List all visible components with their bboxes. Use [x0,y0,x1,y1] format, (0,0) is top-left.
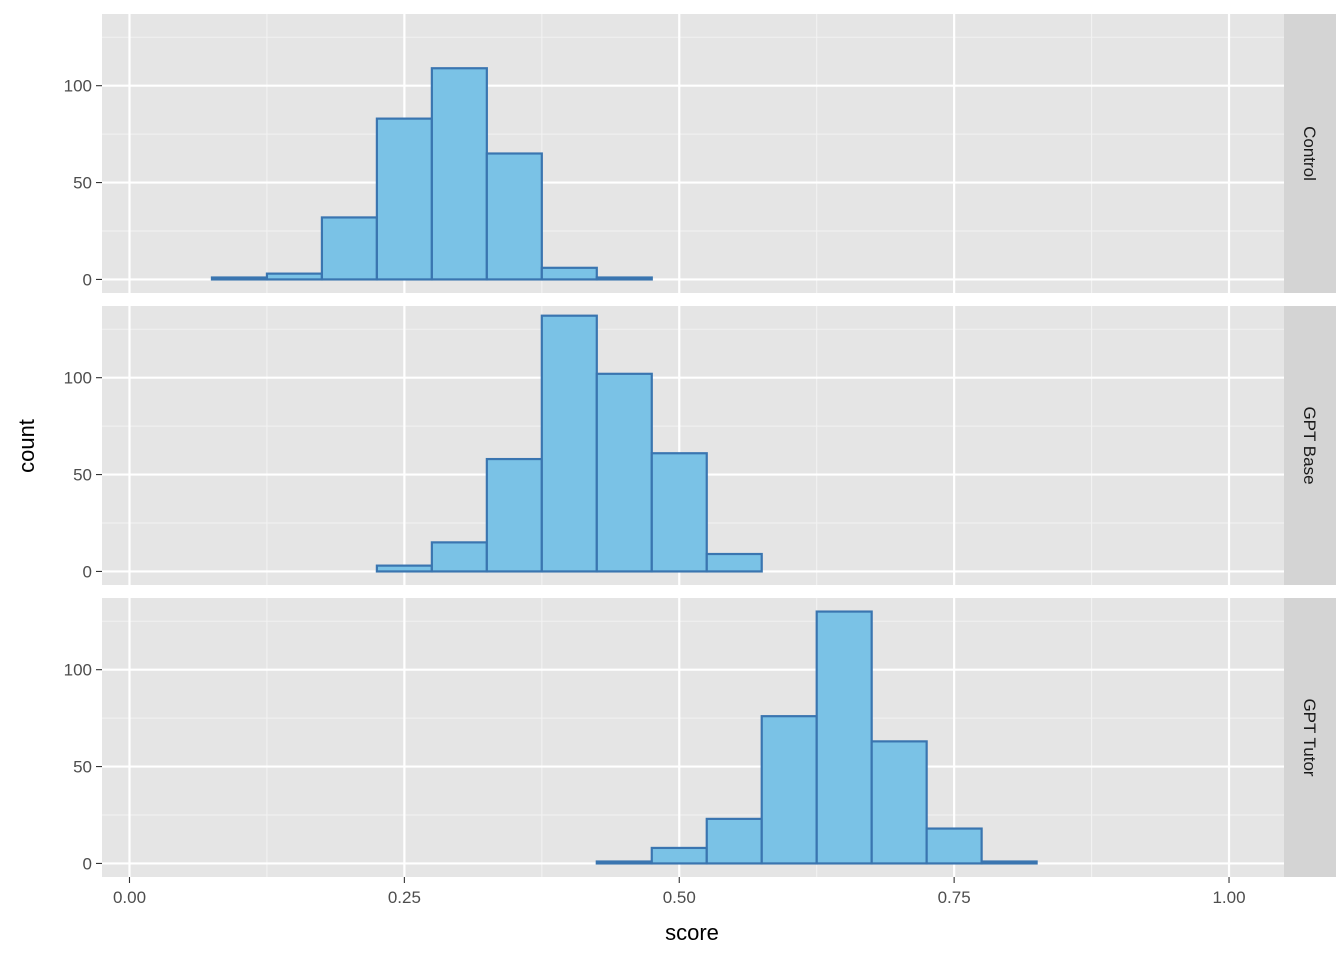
facet-strip-label: GPT Tutor [1300,698,1319,776]
y-tick-label: 0 [83,270,92,289]
y-tick-label: 100 [64,661,92,680]
histogram-bar [540,266,598,281]
x-axis: 0.00 0.25 0.50 0.75 1.00 [113,877,1246,907]
histogram-bar [265,272,324,281]
histogram-bar [375,117,433,281]
histogram-bar [705,817,763,865]
panel-background [102,598,1284,877]
histogram-bar [485,152,543,281]
facet-strip-label: GPT Base [1300,406,1319,484]
histogram-bar [485,457,543,573]
y-tick-label: 100 [64,77,92,96]
y-tick-label: 50 [73,758,92,777]
histogram-bar [320,216,378,281]
x-tick-label: 0.25 [388,888,421,907]
x-tick-label: 1.00 [1212,888,1245,907]
histogram-bar [650,846,708,865]
facet-strip [1284,306,1336,585]
x-tick-label: 0.50 [663,888,696,907]
facet-strip [1284,598,1336,877]
histogram-bar [595,860,653,865]
y-tick-label: 50 [73,466,92,485]
histogram-bar [430,67,488,281]
histogram-bar [980,860,1038,865]
panel-background [102,14,1284,293]
histogram-bar [595,372,653,573]
y-tick-label: 100 [64,369,92,388]
histogram-bar [705,552,763,573]
histogram-bar [375,564,433,573]
facet-strip-label: Control [1300,126,1319,181]
histogram-bar [430,541,488,573]
histogram-bar [210,276,269,281]
histogram-bar [650,452,708,573]
y-axis-title: count [14,419,39,473]
facet-strip [1284,14,1336,293]
facet-panel-control: 0 50 100 Control [64,14,1336,293]
y-tick-label: 0 [83,854,92,873]
x-tick-label: 0.75 [938,888,971,907]
x-axis-title: score [665,920,719,945]
facet-panel-gpt-base: 0 50 100 GPT Base [64,306,1336,585]
histogram-bar [815,610,873,865]
facet-panel-gpt-tutor: 0 50 100 GPT Tutor [64,598,1336,877]
y-tick-label: 0 [83,562,92,581]
facet-panels: 0 50 100 Control 0 50 100 GPT Base 0 50 100 GPT Tut… [64,14,1336,877]
histogram-bar [540,314,598,573]
histogram-bar [925,827,983,865]
histogram-bar [760,715,818,865]
histogram-bar [595,276,653,281]
x-tick-label: 0.00 [113,888,146,907]
y-tick-label: 50 [73,174,92,193]
histogram-bar [870,740,928,865]
